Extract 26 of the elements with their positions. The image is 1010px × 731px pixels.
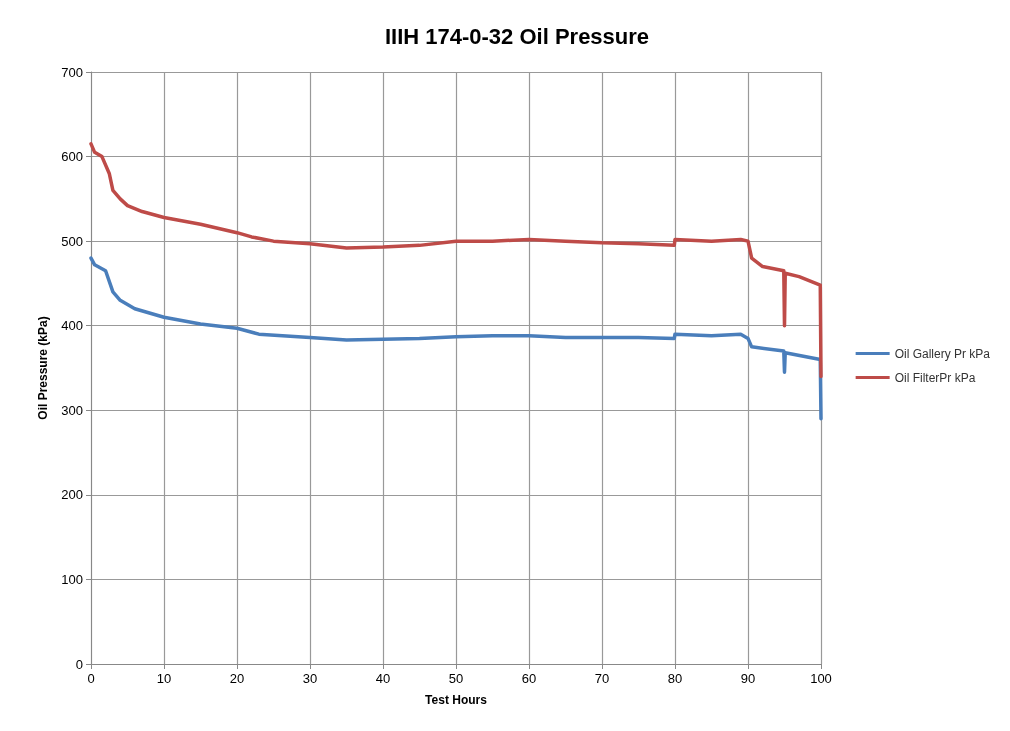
line-series — [89, 256, 823, 421]
y-axis-title: Oil Pressure (kPa) — [36, 316, 50, 420]
y-tick-label: 300 — [61, 402, 83, 418]
x-tick-label: 20 — [229, 671, 245, 686]
x-tick-label: 60 — [521, 671, 537, 686]
line-series — [89, 142, 823, 379]
y-tick-label: 700 — [61, 64, 83, 80]
chart-title: IIIH 174-0-32 Oil Pressure — [384, 23, 650, 49]
x-tick-label: 90 — [740, 671, 756, 686]
legend-label: Oil Gallery Pr kPa — [894, 346, 991, 361]
y-tick-label: 500 — [61, 233, 83, 249]
y-tick-label: 400 — [61, 318, 83, 334]
x-tick-label: 70 — [594, 671, 610, 686]
x-tick-label: 30 — [302, 671, 318, 686]
y-tick-label: 200 — [61, 487, 83, 503]
y-tick-label: 100 — [61, 571, 83, 587]
x-tick-label: 50 — [448, 671, 464, 686]
y-tick-label: 0 — [75, 656, 83, 672]
x-tick-label: 40 — [375, 671, 391, 686]
x-tick-label: 80 — [667, 671, 683, 686]
x-axis-title: Test Hours — [425, 693, 488, 707]
x-tick-label: 100 — [810, 671, 832, 686]
x-tick-label: 10 — [156, 671, 172, 686]
legend-label: Oil FilterPr kPa — [894, 370, 976, 385]
x-tick-label: 0 — [87, 671, 95, 686]
y-tick-label: 600 — [61, 149, 83, 165]
